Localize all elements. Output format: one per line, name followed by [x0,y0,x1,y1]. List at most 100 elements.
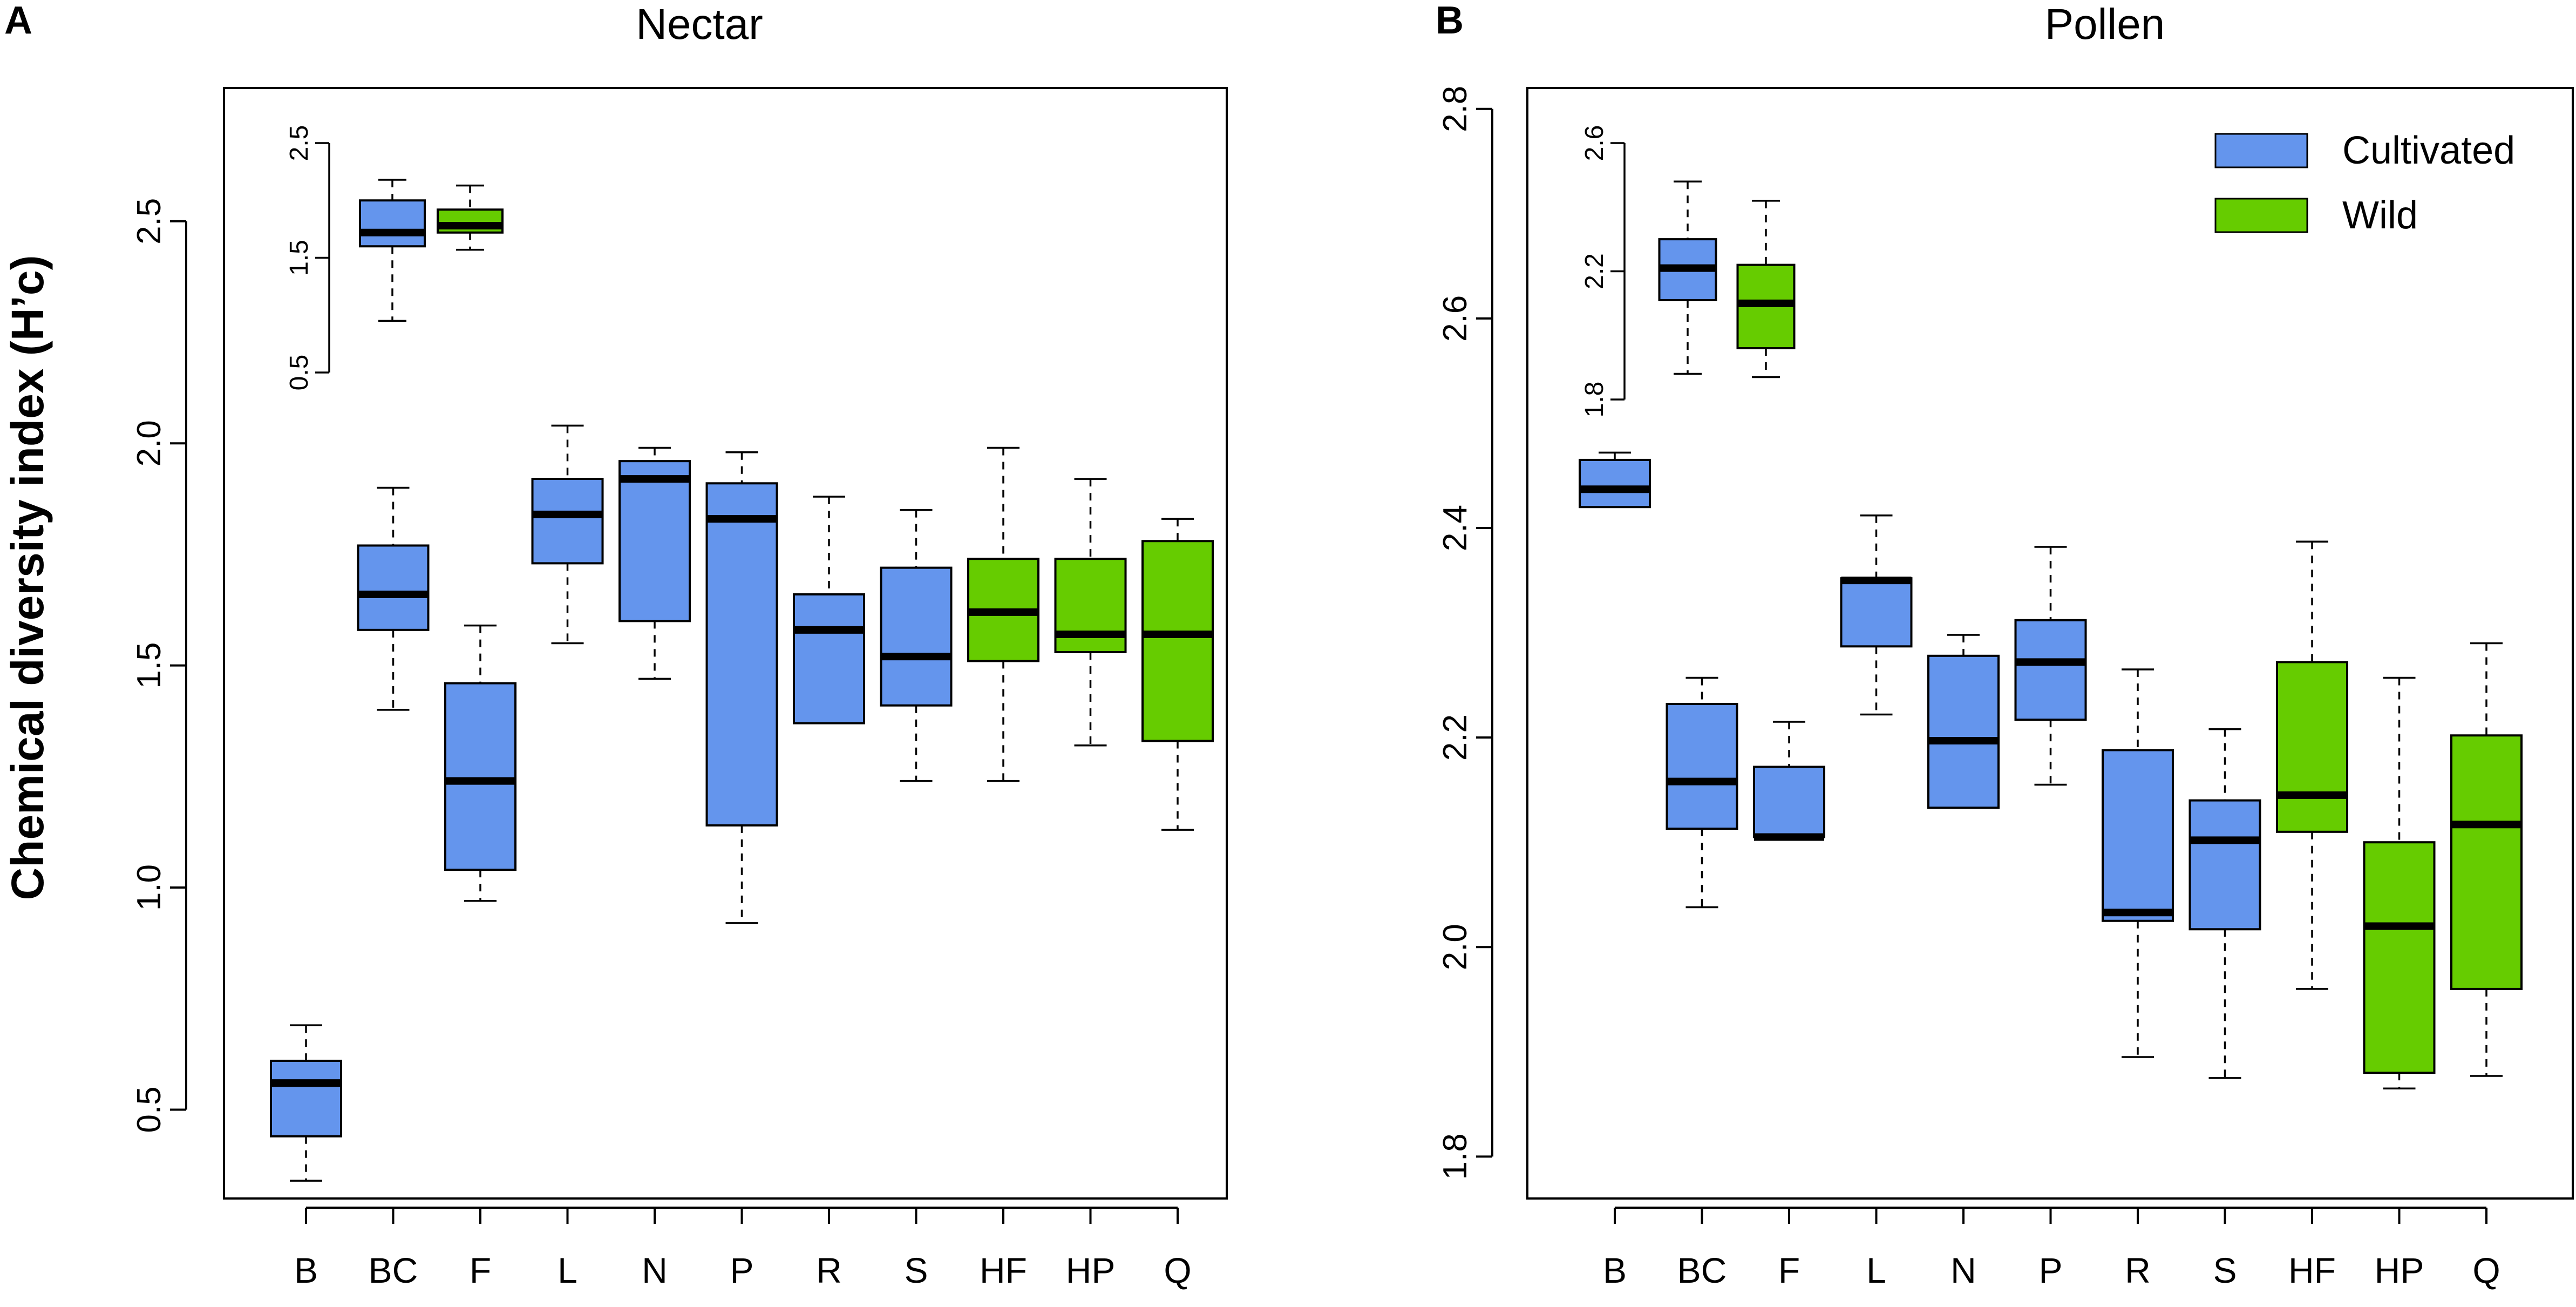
y-tick-label: 2.6 [1437,295,1474,342]
x-tick-label: P [730,1250,753,1290]
x-tick-label: HF [2288,1250,2336,1290]
box-body [705,482,778,827]
x-tick-label: BC [369,1250,418,1290]
y-tick-label: 2.4 [1437,505,1474,551]
y-tick-label: 0.5 [131,1086,168,1133]
box-hf [2276,540,2348,990]
x-tick-label: R [2125,1250,2151,1290]
plot-frame [1526,87,2574,1200]
box-body [359,199,426,248]
x-tick-label: S [904,1250,928,1290]
box-s [880,509,953,782]
box-body [2102,749,2174,922]
legend-label-cultivated: Cultivated [2342,129,2515,172]
legend: Cultivated Wild [2214,129,2515,237]
x-tick-label: B [1603,1250,1627,1290]
inset-y-tick-label: 2.5 [285,125,314,161]
panel-letter: A [4,0,32,42]
y-tick-label: 1.0 [131,864,168,911]
x-tick-label: BC [1677,1250,1727,1290]
box-p [2014,546,2087,786]
box-body [880,566,953,707]
y-tick-label: 2.0 [1437,924,1474,970]
box-bc [1666,676,1738,909]
box-body [2363,841,2436,1074]
x-tick-label: N [1950,1250,1976,1290]
box-f [1753,721,1825,841]
legend-label-wild: Wild [2342,194,2418,237]
box-body [2014,619,2087,721]
panel-nectar: A Nectar 0.51.01.52.02.5 B BC F L N P R S HF HP Q … [4,0,1228,1290]
box-series [270,424,1214,1182]
x-axis: B BC F L N P R S HF HP Q [1603,1207,2500,1290]
box-series [1579,451,2523,1089]
legend-swatch-wild [2214,198,2308,233]
x-tick-label: B [294,1250,318,1290]
panel-title: Nectar [636,0,763,48]
box-p [705,451,778,924]
x-tick-label: S [2213,1250,2237,1290]
box-body [270,1059,342,1137]
box-body [1579,458,1651,509]
y-axis: 0.5 1.0 1.5 2.0 2.5 [131,198,187,1133]
inset-y-tick-label: 0.5 [285,355,314,391]
box-body [1840,577,1913,648]
box-body [357,544,430,631]
box-n [1927,634,2000,809]
x-tick-label: F [1778,1250,1800,1290]
x-tick-label: P [2038,1250,2062,1290]
inset-y-tick-label: 1.8 [1580,382,1609,418]
y-tick-label: 2.2 [1437,714,1474,761]
plot-frame [223,87,1228,1200]
box-body [1666,703,1738,830]
box-wild [1736,200,1796,378]
box-q [2450,642,2523,1077]
box-body [1753,766,1825,838]
box-s [2188,728,2261,1079]
inset: 1.8 2.2 2.6 [1580,125,1796,418]
box-l [531,424,604,645]
y-tick-label: 2.5 [131,198,168,245]
box-body [618,460,691,622]
panel-title: Pollen [2045,0,2165,48]
box-r [2102,668,2174,1058]
box-hp [2363,676,2436,1089]
box-f [444,624,516,902]
box-body [1927,654,2000,809]
legend-swatch-cultivated [2214,133,2308,168]
x-tick-label: HP [2375,1250,2424,1290]
y-tick-label: 2.0 [131,420,168,466]
x-tick-label: L [558,1250,577,1290]
x-tick-label: L [1866,1250,1886,1290]
inset-y-tick-label: 2.6 [1580,125,1609,161]
x-tick-label: HF [980,1250,1027,1290]
box-wild [437,184,504,251]
y-tick-label: 1.5 [131,642,168,689]
y-axis: 1.8 2.0 2.2 2.4 2.6 2.8 [1437,86,1493,1180]
box-body [1141,540,1214,742]
inset: 0.5 1.5 2.5 [285,125,504,391]
x-axis: B BC F L N P R S HF HP Q [294,1207,1192,1290]
box-cultivated [1658,180,1717,375]
x-tick-label: Q [2472,1250,2500,1290]
x-tick-label: HP [1066,1250,1116,1290]
box-cultivated [359,179,426,322]
x-tick-label: Q [1164,1250,1191,1290]
box-q [1141,518,1214,831]
x-tick-label: N [642,1250,668,1290]
box-l [1840,514,1913,716]
box-b [1579,451,1651,509]
box-hp [1054,478,1127,747]
y-axis-label: Chemical diversity index (H’c) [2,255,53,900]
y-tick-label: 1.8 [1437,1133,1474,1180]
panel-letter: B [1436,0,1464,42]
inset-y-tick-label: 2.2 [1580,253,1609,289]
panel-pollen: B Pollen 1.8 2.0 2.2 2.4 2.6 2.8 B BC F L N P R S HF H… [1436,0,2574,1290]
box-body [531,478,604,565]
x-tick-label: R [816,1250,842,1290]
box-hf [967,446,1039,782]
box-body [2450,734,2523,990]
box-n [618,446,691,680]
box-body [2188,799,2261,931]
